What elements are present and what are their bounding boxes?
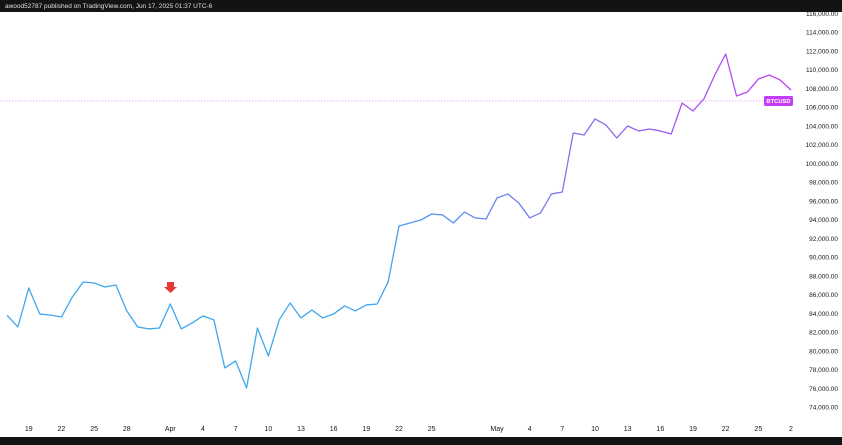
y-tick-label: 94,000.00 bbox=[809, 217, 838, 224]
x-tick-label: 28 bbox=[123, 426, 131, 433]
x-tick-label: 19 bbox=[689, 426, 697, 433]
event-arrow bbox=[164, 282, 177, 293]
y-tick-label: 106,000.00 bbox=[805, 105, 838, 112]
x-tick-label: 7 bbox=[560, 426, 564, 433]
symbol-badge bbox=[764, 95, 793, 106]
y-tick-label: 82,000.00 bbox=[809, 330, 838, 337]
x-tick-label: 16 bbox=[656, 426, 664, 433]
header-text: awood52787 published on TradingView.com,… bbox=[5, 3, 213, 10]
x-tick-label: 19 bbox=[25, 426, 33, 433]
x-tick-label: 2 bbox=[789, 426, 793, 433]
y-tick-label: 74,000.00 bbox=[809, 405, 838, 412]
x-tick-label: 16 bbox=[330, 426, 338, 433]
footer-bar bbox=[0, 437, 842, 445]
x-tick-label: Apr bbox=[165, 426, 177, 433]
y-tick-label: 102,000.00 bbox=[805, 142, 838, 149]
y-tick-label: 92,000.00 bbox=[809, 236, 838, 243]
y-tick-label: 88,000.00 bbox=[809, 273, 838, 280]
y-tick-label: 80,000.00 bbox=[809, 348, 838, 355]
y-tick-label: 76,000.00 bbox=[809, 386, 838, 393]
x-tick-label: 19 bbox=[362, 426, 370, 433]
x-tick-label: 22 bbox=[395, 426, 403, 433]
x-tick-label: 4 bbox=[528, 426, 532, 433]
x-tick-label: 10 bbox=[264, 426, 272, 433]
price-line-series bbox=[6, 53, 792, 389]
x-tick-label: 22 bbox=[58, 426, 66, 433]
y-tick-label: 78,000.00 bbox=[809, 367, 838, 374]
y-tick-label: 110,000.00 bbox=[806, 67, 838, 74]
y-tick-label: 96,000.00 bbox=[809, 198, 838, 205]
x-tick-label: 4 bbox=[201, 426, 205, 433]
x-tick-label: 7 bbox=[234, 426, 238, 433]
y-tick-label: 112,000.00 bbox=[806, 48, 838, 55]
y-tick-label: 90,000.00 bbox=[809, 255, 838, 262]
y-tick-label: 116,000.00 bbox=[806, 11, 838, 18]
x-tick-label: 25 bbox=[428, 426, 436, 433]
plot bbox=[0, 53, 795, 389]
symbol-label: BTCUSD bbox=[766, 99, 790, 105]
x-tick-label: May bbox=[490, 426, 504, 433]
x-tick-label: 10 bbox=[591, 426, 599, 433]
x-tick-label: 13 bbox=[297, 426, 305, 433]
y-tick-label: 108,000.00 bbox=[805, 86, 838, 93]
y-tick-label: 84,000.00 bbox=[809, 311, 838, 318]
x-tick-label: 25 bbox=[754, 426, 762, 433]
y-tick-label: 86,000.00 bbox=[809, 292, 838, 299]
y-tick-label: 100,000.00 bbox=[805, 161, 838, 168]
y-tick-label: 98,000.00 bbox=[809, 180, 838, 187]
x-tick-label: 22 bbox=[722, 426, 730, 433]
header-bar bbox=[0, 0, 842, 12]
y-tick-label: 114,000.00 bbox=[806, 30, 838, 37]
x-tick-label: 25 bbox=[90, 426, 98, 433]
y-tick-label: 104,000.00 bbox=[805, 123, 838, 130]
x-tick-label: 13 bbox=[624, 426, 632, 433]
